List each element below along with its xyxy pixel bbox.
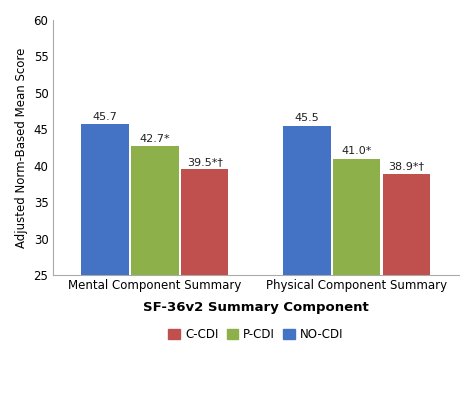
Legend: C-CDI, P-CDI, NO-CDI: C-CDI, P-CDI, NO-CDI <box>168 328 343 341</box>
Text: 39.5*†: 39.5*† <box>187 157 223 167</box>
Y-axis label: Adjusted Norm-Based Mean Score: Adjusted Norm-Based Mean Score <box>15 47 28 248</box>
Text: 45.5: 45.5 <box>294 113 319 123</box>
Bar <box>283 126 330 275</box>
Bar <box>131 146 179 275</box>
Text: 42.7*: 42.7* <box>139 134 170 144</box>
Text: 45.7: 45.7 <box>93 112 118 122</box>
Bar <box>82 124 129 275</box>
Text: 38.9*†: 38.9*† <box>389 161 425 171</box>
X-axis label: SF-36v2 Summary Component: SF-36v2 Summary Component <box>143 301 369 314</box>
Text: 41.0*: 41.0* <box>342 146 372 156</box>
Bar <box>181 170 228 275</box>
Bar <box>383 174 430 275</box>
Bar <box>333 158 380 275</box>
